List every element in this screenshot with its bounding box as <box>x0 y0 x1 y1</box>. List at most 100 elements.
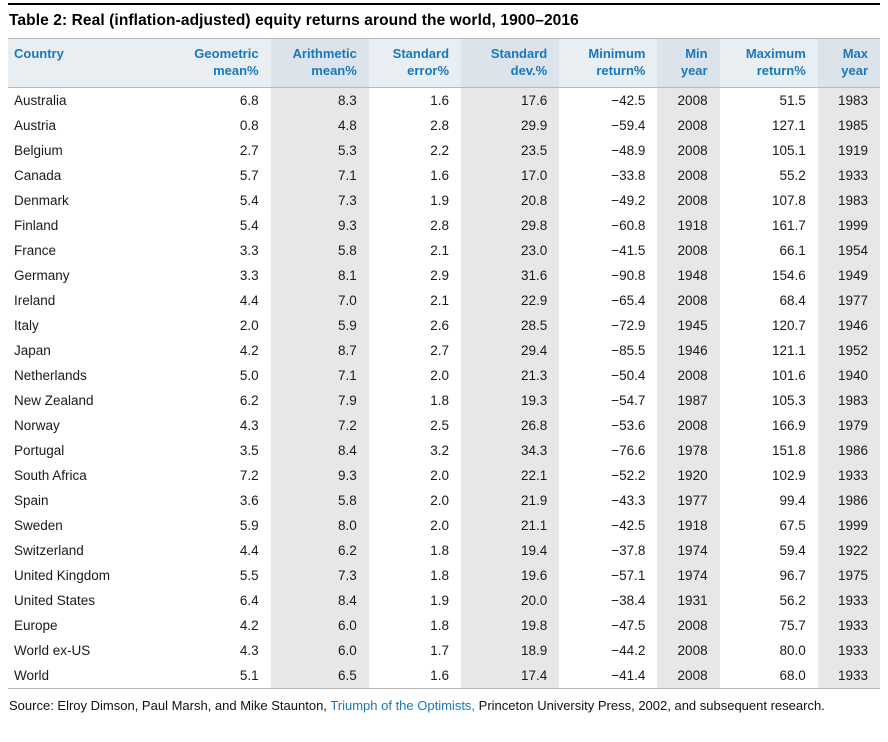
value-cell-standard-dev: 19.6 <box>461 562 560 588</box>
value-cell-standard-error: 2.0 <box>430 492 450 508</box>
value-cell-max-year: 1999 <box>817 512 880 538</box>
value-cell-max-year: 1919 <box>817 137 880 163</box>
value-cell-arithmetic-mean: 6.5 <box>270 662 369 689</box>
value-cell-standard-dev: 29.8 <box>461 212 560 238</box>
top-rule <box>8 3 880 5</box>
value-cell-arithmetic-mean: 6.0 <box>270 612 369 638</box>
country-cell: Portugal <box>14 442 65 458</box>
table-row: Canada 5.7 7.1 1.6 17.0 −33.8 2008 55.2 1933 <box>8 162 880 188</box>
value-cell-maximum-return: 55.2 <box>779 167 806 183</box>
table-header-row: Country Geometric mean% Arithmetic mean% St… <box>8 38 880 88</box>
value-cell-maximum-return: 66.1 <box>779 242 806 258</box>
table-header: Country Geometric mean% Arithmetic mean% St… <box>8 38 880 88</box>
value-cell-arithmetic-mean: 6.2 <box>270 537 369 563</box>
country-cell: New Zealand <box>14 392 94 408</box>
value-cell-max-year: 1952 <box>817 337 880 363</box>
value-cell-arithmetic-mean: 7.1 <box>270 362 369 388</box>
value-cell-maximum-return: 59.4 <box>779 542 806 558</box>
value-cell-arithmetic-mean: 8.1 <box>270 262 369 288</box>
value-cell-max-year: 1946 <box>817 312 880 338</box>
country-cell: United Kingdom <box>14 567 111 583</box>
value-cell-min-year: 1978 <box>657 437 720 463</box>
table-row: Netherlands 5.0 7.1 2.0 21.3 −50.4 2008 101.6 19… <box>8 362 880 388</box>
value-cell-max-year: 1986 <box>817 437 880 463</box>
value-cell-min-year: 2008 <box>657 662 720 689</box>
value-cell-geometric-mean: 4.4 <box>239 292 259 308</box>
table-row: Belgium 2.7 5.3 2.2 23.5 −48.9 2008 105.1 1919 <box>8 137 880 163</box>
value-cell-maximum-return: 75.7 <box>779 617 806 633</box>
value-cell-max-year: 1933 <box>817 612 880 638</box>
value-cell-arithmetic-mean: 4.8 <box>270 112 369 138</box>
value-cell-standard-dev: 17.0 <box>461 162 560 188</box>
value-cell-standard-error: 1.7 <box>430 642 450 658</box>
value-cell-maximum-return: 101.6 <box>772 367 806 383</box>
table-row: Portugal 3.5 8.4 3.2 34.3 −76.6 1978 151.8 1986 <box>8 437 880 463</box>
value-cell-max-year: 1933 <box>817 162 880 188</box>
value-cell-arithmetic-mean: 9.3 <box>270 212 369 238</box>
value-cell-max-year: 1975 <box>817 562 880 588</box>
value-cell-max-year: 1933 <box>817 637 880 663</box>
country-cell: Switzerland <box>14 542 84 558</box>
value-cell-standard-dev: 19.8 <box>461 612 560 638</box>
value-cell-standard-dev: 22.9 <box>461 287 560 313</box>
value-cell-minimum-return: −37.8 <box>611 542 646 558</box>
value-cell-min-year: 2008 <box>657 187 720 213</box>
value-cell-standard-error: 2.0 <box>430 367 450 383</box>
value-cell-standard-error: 2.2 <box>430 142 450 158</box>
source-note: Source: Elroy Dimson, Paul Marsh, and Mi… <box>9 697 880 716</box>
table-row: Norway 4.3 7.2 2.5 26.8 −53.6 2008 166.9 1979 <box>8 412 880 438</box>
value-cell-minimum-return: −60.8 <box>611 217 646 233</box>
value-cell-max-year: 1999 <box>817 212 880 238</box>
value-cell-maximum-return: 67.5 <box>779 517 806 533</box>
value-cell-min-year: 2008 <box>657 287 720 313</box>
value-cell-arithmetic-mean: 7.3 <box>270 562 369 588</box>
value-cell-min-year: 1945 <box>657 312 720 338</box>
value-cell-max-year: 1949 <box>817 262 880 288</box>
table-row: Switzerland 4.4 6.2 1.8 19.4 −37.8 1974 59.4 192… <box>8 537 880 563</box>
column-header-max-year: Max year <box>817 38 880 88</box>
value-cell-min-year: 1946 <box>657 337 720 363</box>
value-cell-standard-error: 2.8 <box>430 217 450 233</box>
value-cell-min-year: 1974 <box>657 562 720 588</box>
value-cell-arithmetic-mean: 8.7 <box>270 337 369 363</box>
table-row: Germany 3.3 8.1 2.9 31.6 −90.8 1948 154.6 1949 <box>8 262 880 288</box>
value-cell-arithmetic-mean: 5.8 <box>270 237 369 263</box>
value-cell-standard-error: 1.6 <box>430 167 450 183</box>
value-cell-min-year: 2008 <box>657 637 720 663</box>
country-cell: Italy <box>14 317 39 333</box>
value-cell-standard-dev: 21.3 <box>461 362 560 388</box>
value-cell-standard-error: 1.8 <box>430 617 450 633</box>
value-cell-maximum-return: 96.7 <box>779 567 806 583</box>
value-cell-standard-error: 3.2 <box>430 442 450 458</box>
value-cell-maximum-return: 68.0 <box>779 667 806 683</box>
value-cell-minimum-return: −42.5 <box>611 92 646 108</box>
value-cell-geometric-mean: 5.1 <box>239 667 259 683</box>
value-cell-standard-error: 1.8 <box>430 542 450 558</box>
value-cell-geometric-mean: 3.5 <box>239 442 259 458</box>
table-row: Italy 2.0 5.9 2.6 28.5 −72.9 1945 120.7 1946 <box>8 312 880 338</box>
table-row: World ex-US 4.3 6.0 1.7 18.9 −44.2 2008 80.0 193… <box>8 637 880 663</box>
value-cell-arithmetic-mean: 5.9 <box>270 312 369 338</box>
table-body: Australia 6.8 8.3 1.6 17.6 −42.5 2008 51.5 1983 A… <box>8 87 880 689</box>
value-cell-maximum-return: 51.5 <box>779 92 806 108</box>
column-header-standard-error: Standard error% <box>368 38 462 88</box>
value-cell-max-year: 1983 <box>817 387 880 413</box>
value-cell-arithmetic-mean: 8.4 <box>270 587 369 613</box>
value-cell-minimum-return: −49.2 <box>611 192 646 208</box>
value-cell-arithmetic-mean: 7.1 <box>270 162 369 188</box>
country-cell: Australia <box>14 92 67 108</box>
value-cell-min-year: 2008 <box>657 162 720 188</box>
value-cell-maximum-return: 154.6 <box>772 267 806 283</box>
value-cell-standard-dev: 19.4 <box>461 537 560 563</box>
value-cell-minimum-return: −44.2 <box>611 642 646 658</box>
source-link[interactable]: Triumph of the Optimists, <box>330 697 476 713</box>
value-cell-minimum-return: −33.8 <box>611 167 646 183</box>
value-cell-max-year: 1985 <box>817 112 880 138</box>
value-cell-maximum-return: 80.0 <box>779 642 806 658</box>
value-cell-maximum-return: 105.3 <box>772 392 806 408</box>
value-cell-arithmetic-mean: 5.3 <box>270 137 369 163</box>
value-cell-standard-dev: 18.9 <box>461 637 560 663</box>
value-cell-geometric-mean: 6.4 <box>239 592 259 608</box>
value-cell-geometric-mean: 5.5 <box>239 567 259 583</box>
value-cell-standard-dev: 34.3 <box>461 437 560 463</box>
